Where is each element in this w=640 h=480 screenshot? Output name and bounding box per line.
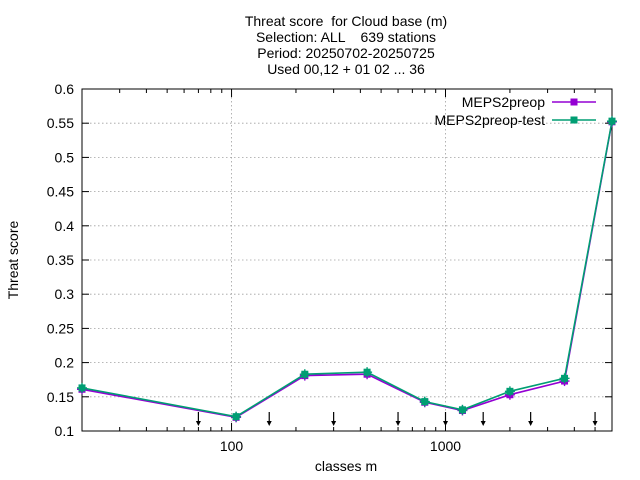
legend-marker bbox=[570, 98, 578, 106]
series bbox=[77, 116, 617, 423]
chart-title-line: Used 00,12 + 01 02 ... 36 bbox=[267, 61, 425, 77]
class-marker-arrow bbox=[395, 421, 401, 426]
x-tick-label: 1000 bbox=[430, 438, 461, 454]
y-axis-label: Threat score bbox=[5, 220, 21, 299]
chart-title-line: Selection: ALL 639 stations bbox=[256, 29, 436, 45]
y-tick-label: 0.15 bbox=[47, 389, 74, 405]
y-tick-label: 0.3 bbox=[55, 286, 75, 302]
grid bbox=[82, 89, 612, 431]
legend-label: MEPS2preop bbox=[462, 94, 545, 110]
legend-marker bbox=[570, 116, 578, 124]
class-marker-arrow bbox=[266, 421, 272, 426]
legend: MEPS2preop MEPS2preop-test bbox=[435, 94, 596, 128]
series-line-1 bbox=[81, 120, 613, 418]
class-marker-arrow bbox=[592, 421, 598, 426]
y-tick-label: 0.1 bbox=[55, 423, 75, 439]
chart-title-line: Threat score for Cloud base (m) bbox=[245, 13, 447, 29]
legend-label: MEPS2preop-test bbox=[435, 112, 546, 128]
y-tick-label: 0.35 bbox=[47, 252, 74, 268]
y-tick-label: 0.6 bbox=[55, 81, 75, 97]
y-tick-label: 0.45 bbox=[47, 184, 74, 200]
y-tick-label: 0.55 bbox=[47, 115, 74, 131]
axes: 0.1 0.15 0.2 0.25 0.3 0.35 0.4 0.45 0.5 0.55 0.6 10… bbox=[47, 81, 613, 454]
class-markers bbox=[195, 412, 598, 426]
y-tick-label: 0.2 bbox=[55, 355, 75, 371]
x-axis-label: classes m bbox=[315, 458, 377, 474]
class-marker-arrow bbox=[331, 421, 337, 426]
chart-title-line: Period: 20250702-20250725 bbox=[257, 45, 435, 61]
y-tick-label: 0.4 bbox=[55, 218, 75, 234]
y-tick-label: 0.25 bbox=[47, 320, 74, 336]
y-tick-label: 0.5 bbox=[55, 149, 75, 165]
class-marker-arrow bbox=[528, 421, 534, 426]
chart-title: Threat score for Cloud base (m)Selection… bbox=[245, 13, 447, 77]
class-marker-arrow bbox=[195, 421, 201, 426]
x-tick-label: 100 bbox=[220, 438, 244, 454]
class-marker-arrow bbox=[480, 421, 486, 426]
